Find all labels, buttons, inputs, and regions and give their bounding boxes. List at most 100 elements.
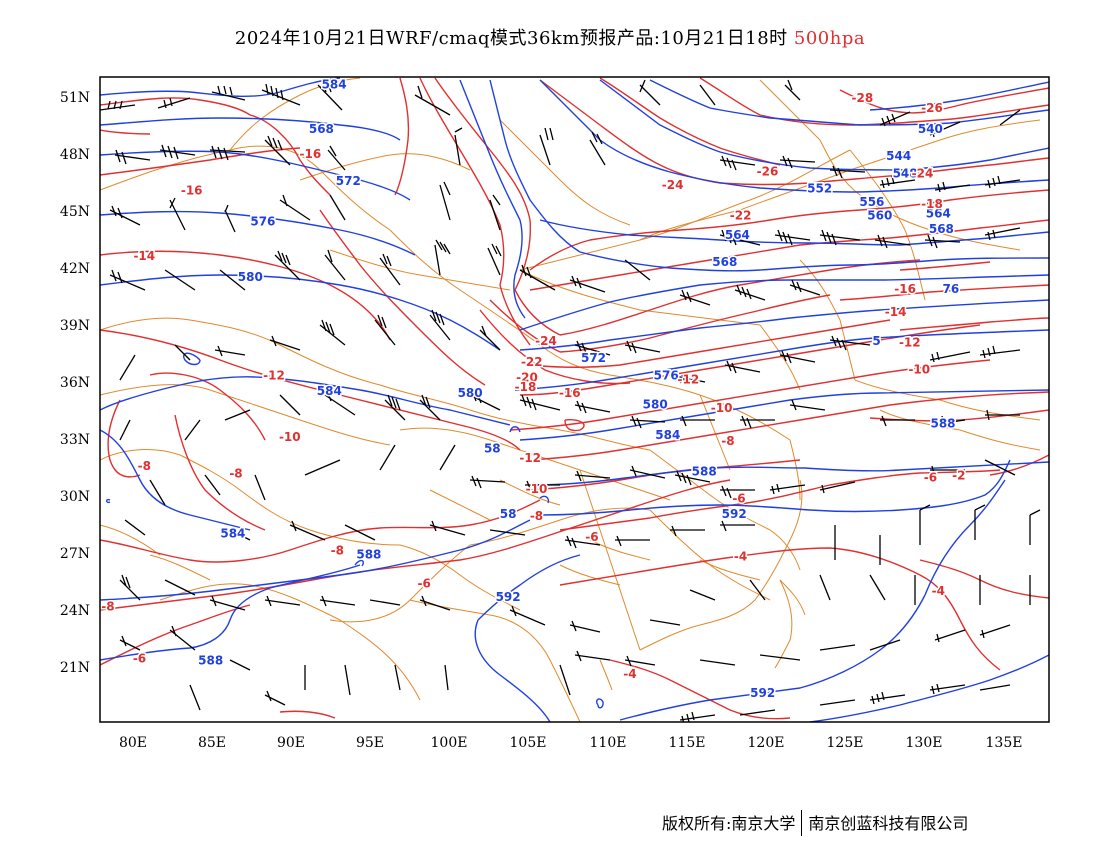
- height-contour-label: 568: [712, 255, 737, 269]
- height-contour-label: 548: [893, 166, 918, 180]
- height-contour-label: 568: [309, 122, 334, 136]
- temperature-contour-label: -8: [331, 544, 344, 558]
- lat-label: 36N: [60, 375, 90, 391]
- temperature-contour-label: -24: [912, 166, 934, 180]
- height-contour-label: 568: [929, 222, 954, 236]
- height-contour-label: 540: [918, 122, 943, 136]
- wind-barbs: [100, 79, 1041, 722]
- temperature-contour-label: -10: [711, 401, 733, 415]
- footer-separator: [801, 809, 803, 836]
- temperature-contour-label: -6: [732, 492, 745, 506]
- temperature-contour-label: -12: [678, 372, 700, 386]
- temperature-contour-label: -22: [730, 209, 752, 223]
- temperature-contour-label: -6: [418, 576, 431, 590]
- temperature-contour-label: -12: [899, 336, 921, 350]
- title-main: 2024年10月21日WRF/cmaq模式36km预报产品:10月21日18时: [234, 28, 788, 49]
- temperature-contour-label: -28: [852, 91, 874, 105]
- height-contour-label: 592: [750, 686, 775, 700]
- height-contour-label: 588: [692, 465, 717, 479]
- temperature-labels: -16-16-14-12-10-8-8-8-6-8-6-24-22-20-18-…: [100, 90, 967, 683]
- height-contour-label: 588: [198, 653, 223, 667]
- plot-frame: [99, 76, 1050, 723]
- temperature-contour-label: -6: [585, 530, 598, 544]
- height-contour-label: 572: [581, 351, 606, 365]
- temperature-contour-label: -8: [229, 467, 242, 481]
- height-contour-label: 560: [867, 209, 892, 223]
- lon-label: 130E: [906, 735, 943, 751]
- height-contour-label: 572: [336, 174, 361, 188]
- temperature-contour-label: -4: [932, 584, 945, 598]
- height-contour-label: 592: [496, 590, 521, 604]
- temperature-contours: [100, 77, 1049, 720]
- lon-label: 135E: [986, 735, 1023, 751]
- height-contour-label: 584: [322, 78, 347, 92]
- height-contour-label: 5: [872, 334, 880, 348]
- temperature-contour-label: -8: [530, 509, 543, 523]
- temperature-contour-label: -20: [516, 370, 538, 384]
- height-contour-label: 584: [655, 428, 680, 442]
- plot-background: [100, 77, 1049, 722]
- temperature-contour-label: -14: [133, 249, 155, 263]
- temperature-contour-label: -14: [885, 305, 907, 319]
- height-contour-label: 544: [886, 149, 911, 163]
- temperature-contour-label: -4: [623, 667, 636, 681]
- temperature-contour-label: -6: [924, 471, 937, 485]
- height-contour-label: 552: [807, 182, 832, 196]
- temperature-contour-label: -18: [515, 380, 537, 394]
- height-contour-label: 564: [725, 228, 750, 242]
- height-contour-label: 576: [654, 368, 679, 382]
- lat-label: 51N: [60, 90, 90, 106]
- lon-label: 120E: [748, 735, 785, 751]
- height-contour-label: 580: [238, 270, 263, 284]
- lat-label: 42N: [60, 261, 90, 277]
- temperature-contour-label: -10: [908, 363, 930, 377]
- height-contour-label: 76: [943, 282, 960, 296]
- temperature-contour-label: -18: [921, 197, 943, 211]
- footer-right: 南京创蓝科技有限公司: [808, 814, 969, 833]
- height-contour-label: 592: [722, 507, 747, 521]
- height-contour-label: 556: [859, 195, 884, 209]
- temperature-contour-label: -4: [734, 549, 747, 563]
- lon-label: 85E: [198, 735, 226, 751]
- lon-label: 80E: [119, 735, 147, 751]
- temperature-contour-label: -12: [263, 368, 285, 382]
- temperature-contour-label: -26: [757, 164, 779, 178]
- height-contour-label: 58: [484, 442, 501, 456]
- height-contour-label: 576: [250, 214, 275, 228]
- height-contour-label: 58: [500, 507, 517, 521]
- lon-label: 90E: [277, 735, 305, 751]
- lat-label: 30N: [60, 489, 90, 505]
- lon-label: 105E: [510, 735, 547, 751]
- height-contours: [100, 77, 1049, 722]
- lat-label: 48N: [60, 147, 90, 163]
- lat-label: 24N: [60, 603, 90, 619]
- height-contour-label: 564: [926, 207, 951, 221]
- copyright-footer: 版权所有:南京大学 南京创蓝科技有限公司: [662, 809, 969, 838]
- height-contour-label: 588: [356, 548, 381, 562]
- lat-label: 39N: [60, 318, 90, 334]
- lat-axis: 51N 48N 45N 42N 39N 36N 33N 30N 27N 24N …: [60, 90, 90, 676]
- temperature-contour-label: -24: [662, 178, 684, 192]
- temperature-contour-label: -12: [519, 451, 541, 465]
- height-contour-label: 580: [643, 397, 668, 411]
- temperature-contour-label: -16: [559, 386, 581, 400]
- footer-left: 版权所有:南京大学: [662, 814, 796, 833]
- temperature-contour-label: -22: [521, 355, 543, 369]
- map-title: 2024年10月21日WRF/cmaq模式36km预报产品:10月21日18时 …: [0, 24, 1100, 50]
- temperature-contour-label: -16: [181, 184, 203, 198]
- temperature-contour-label: -8: [138, 459, 151, 473]
- temperature-contour-label: -2: [952, 469, 965, 483]
- title-level: 500hpa: [793, 28, 866, 49]
- temperature-contour-label: -8: [721, 434, 734, 448]
- lon-label: 125E: [827, 735, 864, 751]
- temperature-contour-label: -10: [279, 430, 301, 444]
- temperature-contour-label: -16: [300, 147, 322, 161]
- temperature-contour-label: -16: [894, 282, 916, 296]
- lat-label: 21N: [60, 660, 90, 676]
- temperature-contour-label: -8: [101, 600, 114, 614]
- temperature-contour-label: -26: [921, 101, 943, 115]
- lon-axis: 80E 85E 90E 95E 100E 105E 110E 115E 120E…: [119, 735, 1023, 751]
- height-contour-label: 588: [930, 417, 955, 431]
